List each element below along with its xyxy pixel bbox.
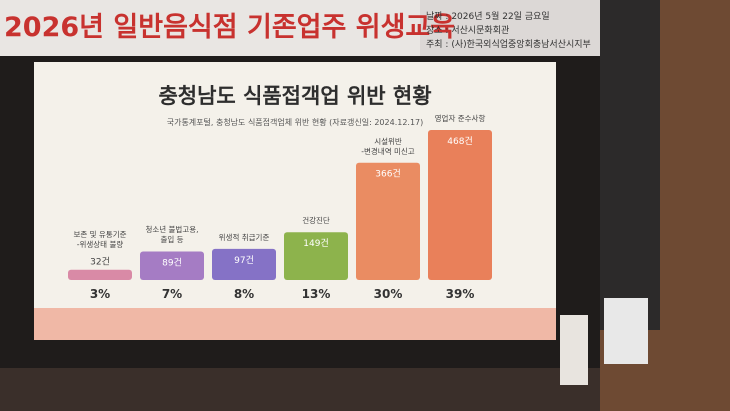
chart-title: 충청남도 식품접객업 위반 현황 bbox=[158, 84, 431, 108]
stage-floor bbox=[0, 368, 600, 411]
share-label: 3% bbox=[90, 287, 110, 301]
category-label: 영업자 준수사항 bbox=[434, 114, 486, 123]
share-label: 7% bbox=[162, 287, 182, 301]
bar bbox=[428, 130, 492, 280]
bar bbox=[356, 162, 420, 280]
bar bbox=[284, 232, 348, 280]
share-label: 8% bbox=[234, 287, 254, 301]
value-label: 32건 bbox=[90, 257, 110, 268]
share-label: 13% bbox=[302, 287, 331, 301]
category-label: 위생적 취급기준 bbox=[218, 232, 270, 242]
share-label: 39% bbox=[446, 287, 475, 301]
category-label: 보존 및 유통기준 -위생상태 불량 bbox=[73, 229, 127, 249]
value-label: 366건 bbox=[375, 169, 400, 180]
banner-title: 2026년 일반음식점 기존업주 위생교육 bbox=[4, 12, 455, 43]
podium bbox=[560, 315, 588, 385]
chart-subtitle: 국가통계포털, 충청남도 식품접객업체 위반 현황 (자료갱신일: 2024.1… bbox=[167, 117, 424, 127]
banner-info: 주최 : (사)한국외식업중앙회충남서산시지부 bbox=[426, 38, 591, 50]
category-label: 청소년 불법고용, 출입 등 bbox=[145, 225, 199, 245]
schedule-board bbox=[604, 298, 648, 364]
bar bbox=[68, 269, 132, 280]
banner-info-box bbox=[420, 0, 600, 56]
value-label: 468건 bbox=[447, 136, 472, 147]
speaker bbox=[600, 0, 660, 330]
banner-info: 장소 : 서산시문화회관 bbox=[426, 25, 509, 36]
value-label: 97건 bbox=[234, 255, 254, 266]
banner-info: 날짜 : 2026년 5월 22일 금요일 bbox=[426, 10, 550, 22]
bar bbox=[140, 251, 204, 280]
bar bbox=[212, 248, 276, 280]
slide-band bbox=[34, 308, 556, 340]
category-label: 시설위반 -변경내역 미신고 bbox=[361, 136, 415, 156]
share-label: 30% bbox=[374, 287, 403, 301]
value-label: 149건 bbox=[303, 238, 328, 249]
category-label: 건강진단 bbox=[302, 216, 330, 226]
value-label: 89건 bbox=[162, 257, 182, 268]
